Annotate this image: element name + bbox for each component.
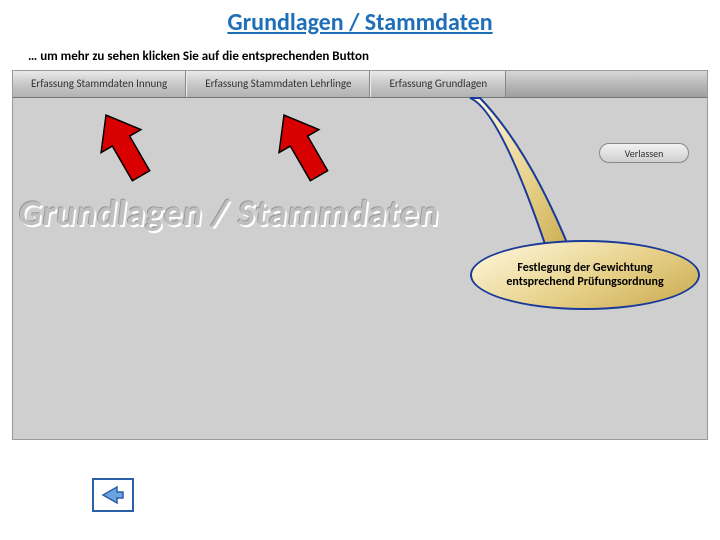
callout-text: Festlegung der Gewichtung entsprechend P… <box>490 261 680 290</box>
callout-bubble: Festlegung der Gewichtung entsprechend P… <box>470 240 700 310</box>
